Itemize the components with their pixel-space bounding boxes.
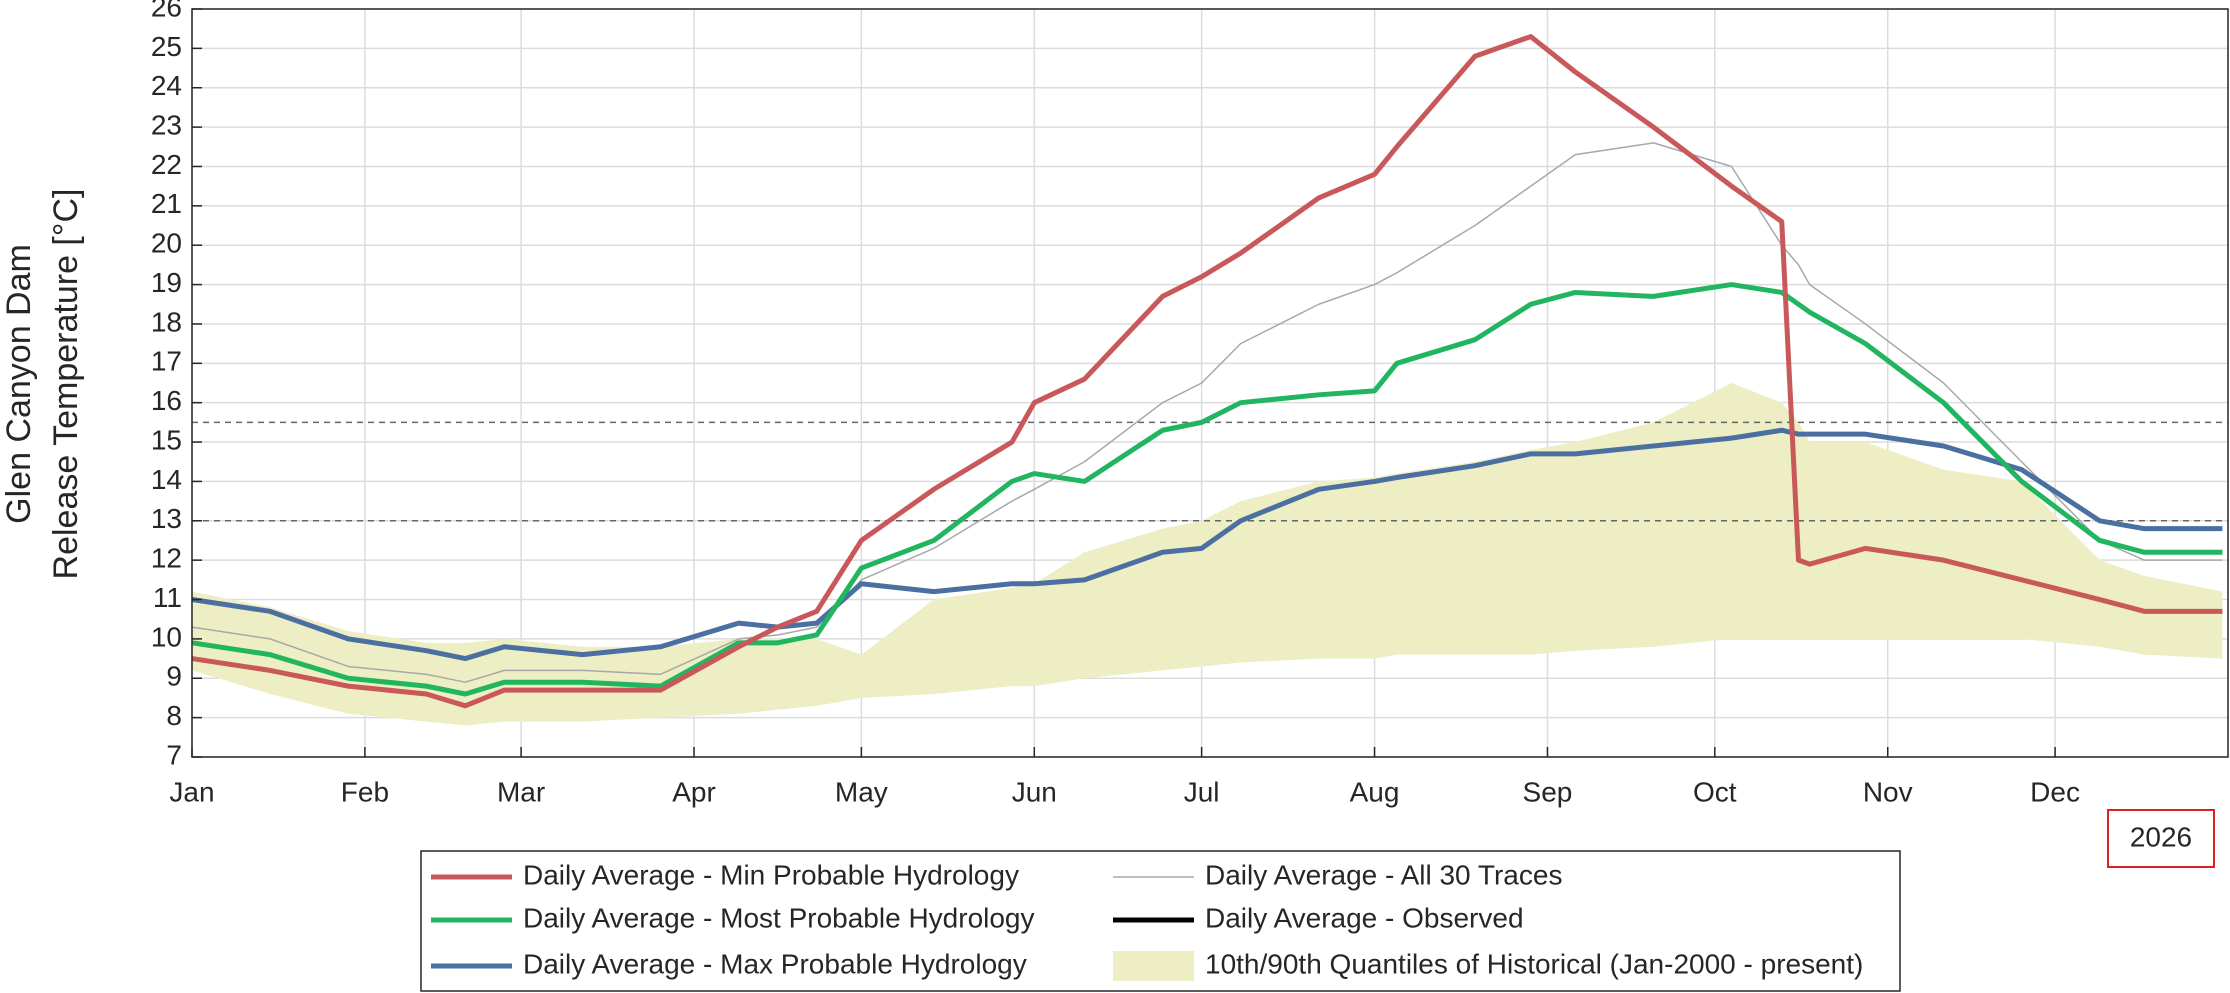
- y-tick-label: 22: [151, 149, 182, 180]
- legend-label: Daily Average - Max Probable Hydrology: [523, 948, 1027, 979]
- axes-box: [191, 8, 2229, 758]
- y-tick-label: 12: [151, 543, 182, 574]
- y-tick-label: 25: [151, 31, 182, 62]
- series-line: [191, 427, 2223, 662]
- y-tick-label: 21: [151, 188, 182, 219]
- x-tick-label: Mar: [497, 776, 545, 807]
- legend-label: Daily Average - Min Probable Hydrology: [523, 859, 1019, 890]
- x-tick-label: Feb: [341, 776, 389, 807]
- x-tick-label: Jul: [1184, 776, 1220, 807]
- y-tick-label: 23: [151, 109, 182, 140]
- series-line: [191, 282, 2223, 697]
- quantile-band: [192, 383, 2223, 726]
- x-tick-label: Jan: [169, 776, 214, 807]
- x-tick-label: Sep: [1523, 776, 1573, 807]
- legend-swatch: [1113, 951, 1194, 981]
- x-tick-label: Apr: [672, 776, 716, 807]
- y-tick-label: 9: [166, 661, 182, 692]
- series-line: [191, 34, 2223, 709]
- x-tick-label: Oct: [1693, 776, 1737, 807]
- y-tick-label: 16: [151, 385, 182, 416]
- legend-label: Daily Average - Observed: [1205, 902, 1524, 933]
- x-tick-label: May: [835, 776, 888, 807]
- x-tick-label: Nov: [1863, 776, 1913, 807]
- y-axis-label: Release Temperature [°C]: [47, 189, 85, 580]
- y-tick-label: 10: [151, 621, 182, 652]
- legend-label: Daily Average - All 30 Traces: [1205, 859, 1562, 890]
- y-tick-label: 11: [153, 582, 182, 613]
- y-tick-label: 19: [151, 267, 182, 298]
- year-box: [2107, 809, 2215, 868]
- legend-label: 10th/90th Quantiles of Historical (Jan-2…: [1205, 948, 1863, 979]
- series-line: [191, 142, 2223, 683]
- x-tick-label: Jun: [1012, 776, 1057, 807]
- year-label: 2026: [2130, 821, 2192, 852]
- y-tick-label: 18: [151, 306, 182, 337]
- x-tick-label: Dec: [2030, 776, 2080, 807]
- y-tick-label: 14: [151, 464, 182, 495]
- legend-label: Daily Average - Most Probable Hydrology: [523, 902, 1035, 933]
- y-axis-label: Glen Canyon Dam: [0, 244, 38, 524]
- y-tick-label: 26: [151, 0, 182, 22]
- y-tick-label: 13: [151, 503, 182, 534]
- x-tick-label: Aug: [1350, 776, 1400, 807]
- y-tick-label: 20: [151, 228, 182, 259]
- y-tick-label: 7: [166, 739, 182, 770]
- y-tick-label: 17: [151, 346, 182, 377]
- y-tick-label: 8: [166, 700, 182, 731]
- y-tick-label: 24: [151, 70, 182, 101]
- y-tick-label: 15: [151, 424, 182, 455]
